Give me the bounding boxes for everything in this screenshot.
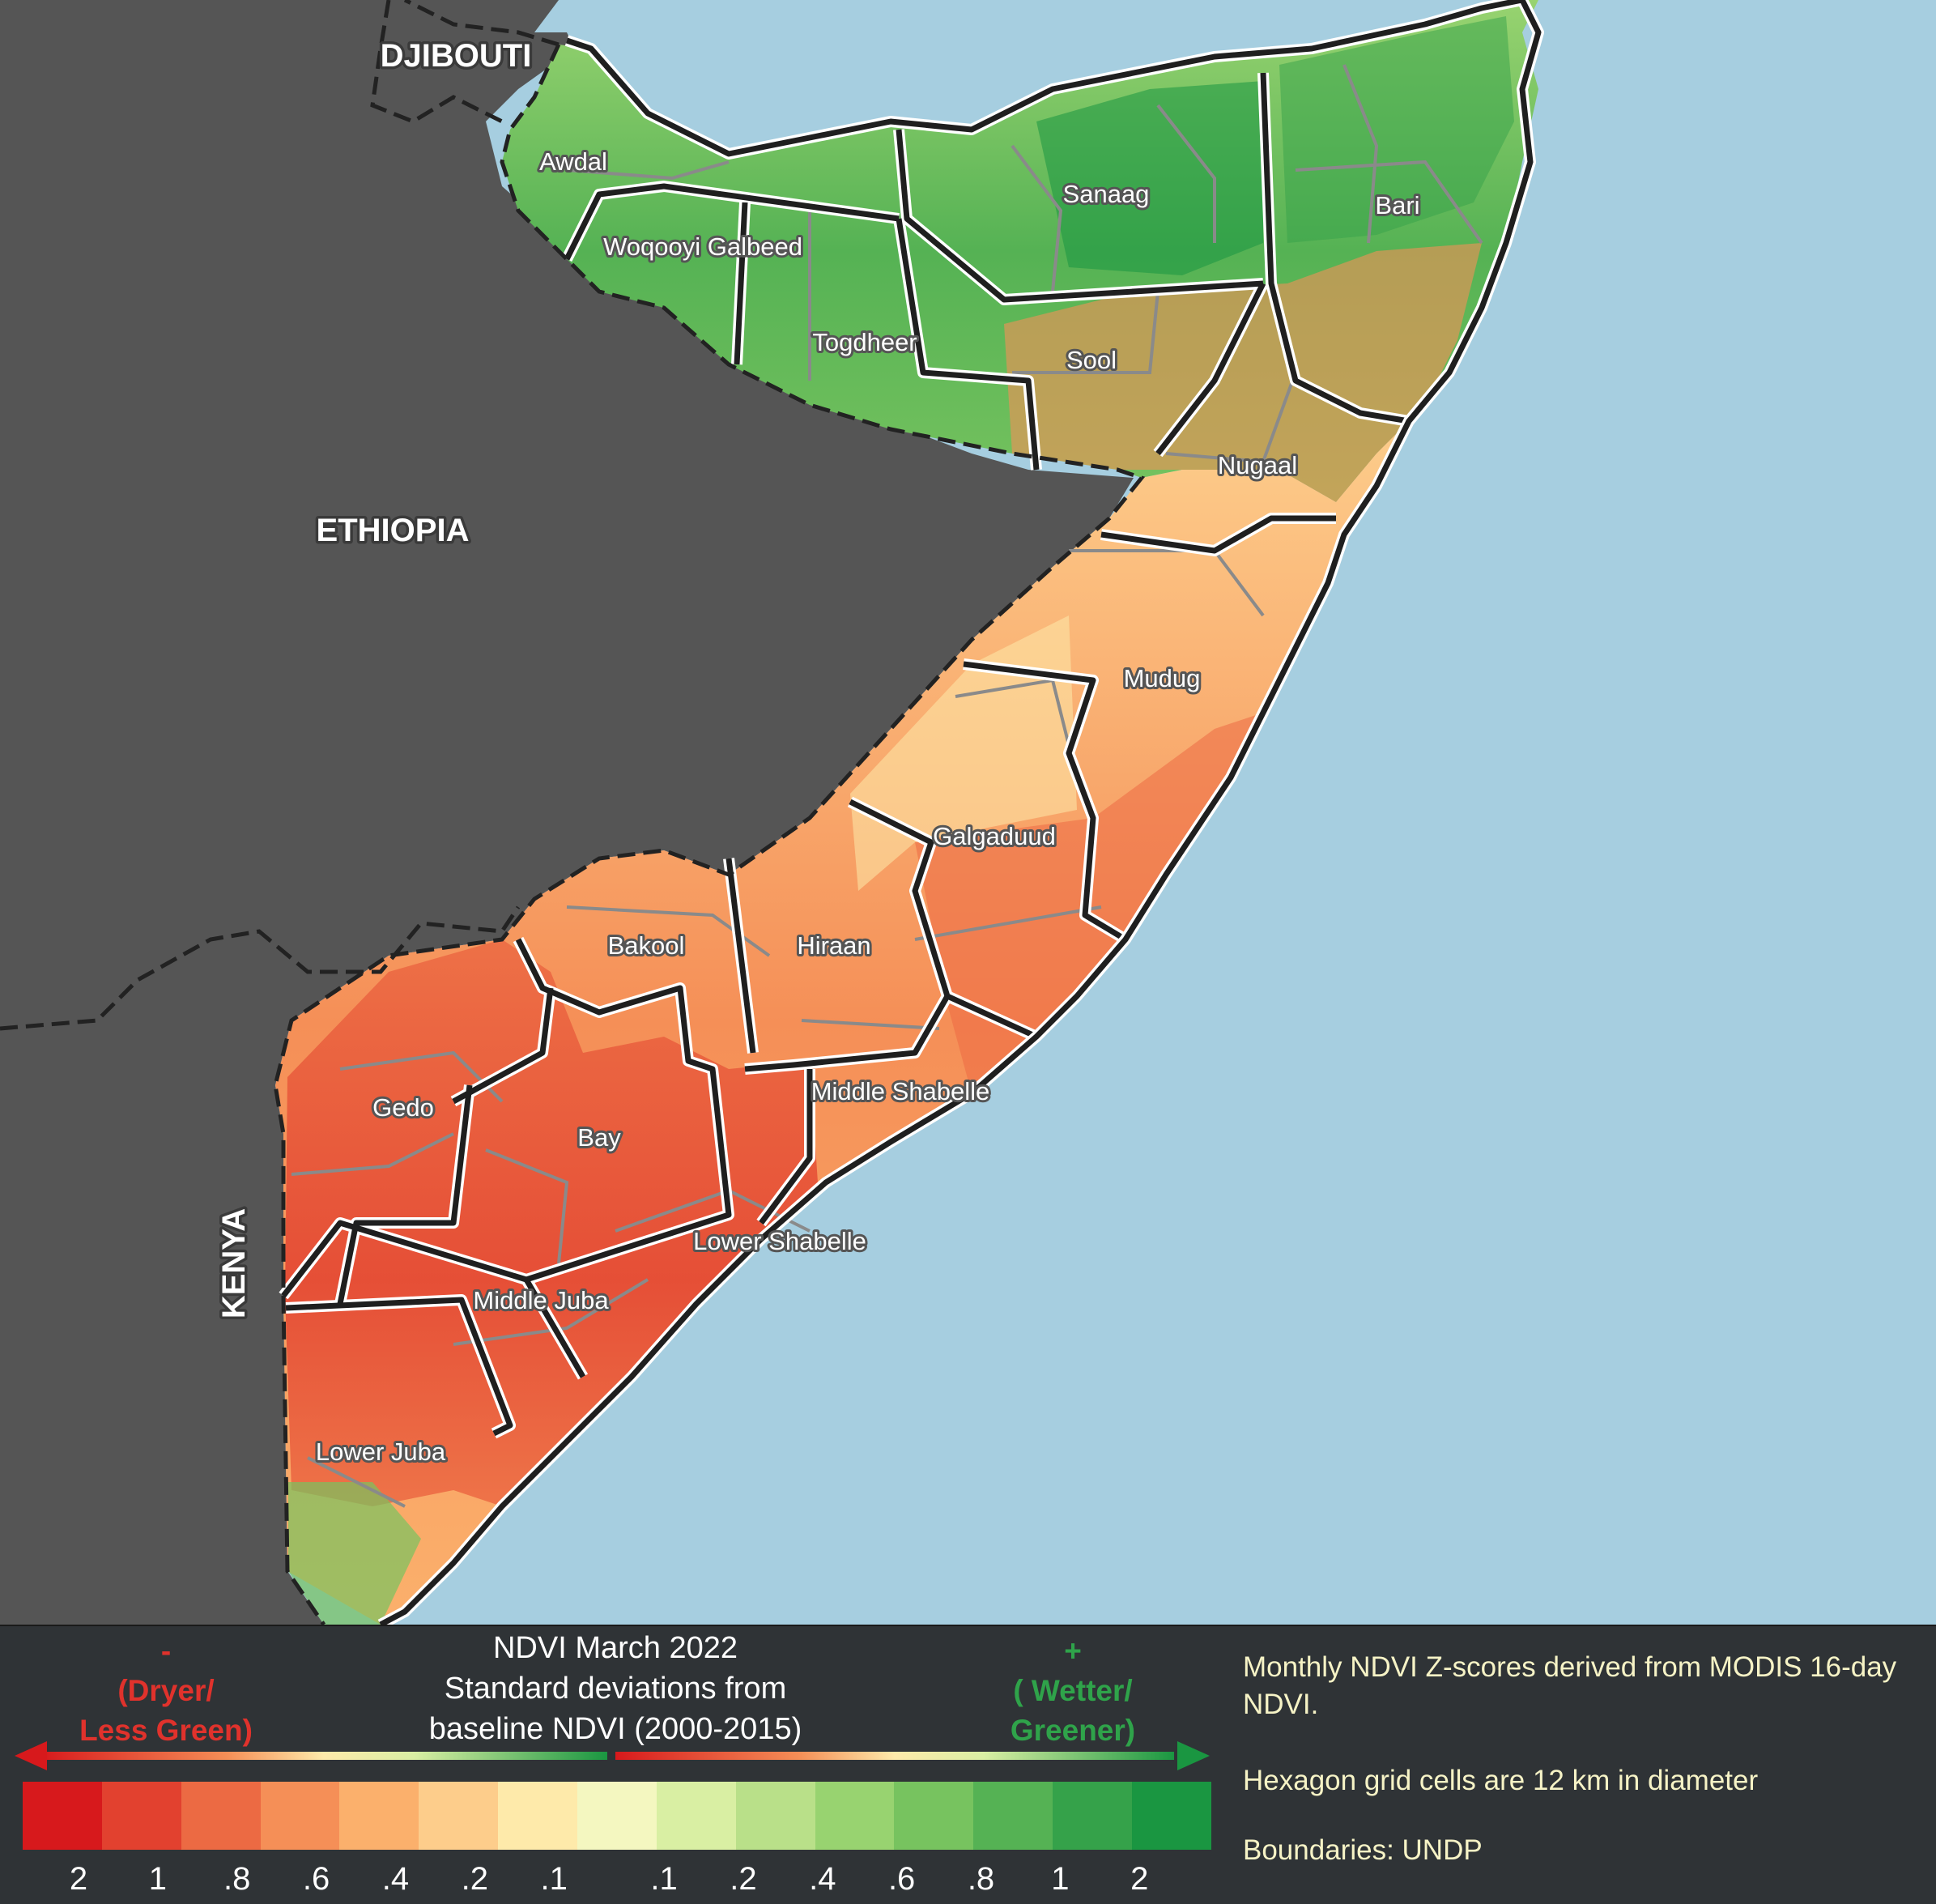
legend-positive-sign: + <box>1064 1634 1082 1668</box>
legend-swatch <box>23 1782 102 1850</box>
region-label-bakool: Bakool <box>608 931 685 960</box>
region-label-middle-juba: Middle Juba <box>473 1286 609 1314</box>
international-boundaries <box>0 0 1146 1625</box>
legend-tick-label: 2 <box>69 1861 88 1897</box>
legend-tick-label: 1 <box>1051 1861 1070 1897</box>
legend-negative-line-2: Less Green) <box>79 1714 253 1747</box>
arrow-left-shaft <box>40 1752 607 1760</box>
legend-negative-label: - (Dryer/ Less Green) <box>32 1631 300 1750</box>
legend-tick-label: .2 <box>730 1861 757 1897</box>
legend-swatch <box>894 1782 974 1850</box>
coastline <box>377 0 1544 1625</box>
legend-swatch <box>1132 1782 1211 1850</box>
legend-panel: - (Dryer/ Less Green) NDVI March 2022 St… <box>0 1625 1936 1904</box>
green-lower-juba-patch <box>288 1482 421 1625</box>
legend-note-hexagon: Hexagon grid cells are 12 km in diameter <box>1243 1765 1759 1796</box>
legend-swatch <box>498 1782 578 1850</box>
region-label-bari: Bari <box>1375 191 1419 219</box>
region-label-awdal: Awdal <box>539 147 607 176</box>
legend-title-line-3: baseline NDVI (2000-2015) <box>428 1712 802 1746</box>
region-label-sool: Sool <box>1066 346 1117 374</box>
legend-swatch <box>973 1782 1053 1850</box>
legend-swatch <box>735 1782 815 1850</box>
legend-swatch <box>339 1782 419 1850</box>
country-label-djibouti: DJIBOUTI <box>381 38 532 74</box>
legend-tick-label: .8 <box>967 1861 995 1897</box>
legend-note-boundaries: Boundaries: UNDP <box>1243 1834 1483 1866</box>
legend-tick-label: .4 <box>381 1861 410 1897</box>
region-label-nugaal: Nugaal <box>1218 451 1297 479</box>
legend-negative-line-1: (Dryer/ <box>117 1674 215 1707</box>
legend-tick-label: 1 <box>148 1861 167 1897</box>
legend-swatch <box>815 1782 895 1850</box>
region-label-woqooyi-galbeed: Woqooyi Galbeed <box>603 232 802 261</box>
region-labels: Awdal Woqooyi Galbeed Togdheer Sanaag Ba… <box>313 145 1423 1468</box>
legend-swatch <box>101 1782 181 1850</box>
legend-tick-label: .6 <box>887 1861 916 1897</box>
legend-tick-label: 2 <box>1130 1861 1149 1897</box>
legend-positive-line-1: ( Wetter/ <box>1013 1674 1133 1707</box>
legend-title-line-2: Standard deviations from <box>444 1672 787 1706</box>
region-label-galgaduud: Galgaduud <box>933 822 1056 850</box>
legend-swatch <box>181 1782 261 1850</box>
legend-swatch <box>656 1782 736 1850</box>
legend-tick-label: .2 <box>461 1861 488 1897</box>
legend-color-ramp <box>23 1782 1211 1850</box>
arrow-left-head <box>15 1741 47 1770</box>
legend-positive-label: + ( Wetter/ Greener) <box>947 1631 1198 1750</box>
region-label-sanaag: Sanaag <box>1063 180 1150 208</box>
legend-note-source: Monthly NDVI Z-scores derived from MODIS… <box>1243 1651 1897 1720</box>
region-label-togdheer: Togdheer <box>812 328 917 356</box>
legend-swatch <box>1053 1782 1133 1850</box>
green-sanaag-patch <box>1036 81 1263 275</box>
legend-tick-label: .8 <box>223 1861 251 1897</box>
region-label-middle-shabelle: Middle Shabelle <box>811 1077 990 1105</box>
arrow-right-head <box>1177 1741 1210 1770</box>
legend-ticks: 2 1 .8 .6 .4 .2 .1 .1 .2 .4 .6 .8 1 2 <box>23 1861 1211 1898</box>
orange-nugaal-overlay <box>1004 243 1482 502</box>
legend-tick-label: .1 <box>650 1861 678 1897</box>
legend-negative-sign: - <box>160 1634 172 1668</box>
dry-south-overlay <box>285 939 818 1506</box>
region-label-mudug: Mudug <box>1124 664 1201 692</box>
legend-tick-label: .6 <box>302 1861 330 1897</box>
region-label-bay: Bay <box>577 1123 621 1152</box>
legend-tick-label: .1 <box>540 1861 568 1897</box>
legend-positive-line-2: Greener) <box>1010 1714 1136 1747</box>
legend-swatch <box>577 1782 657 1850</box>
somalia-ndvi-map: DJIBOUTI ETHIOPIA KENYA Awdal Woqooyi Ga… <box>0 0 1544 1625</box>
region-label-hiraan: Hiraan <box>797 931 870 960</box>
legend-arrow <box>15 1741 1210 1770</box>
region-label-gedo: Gedo <box>372 1093 434 1122</box>
legend-title: NDVI March 2022 Standard deviations from… <box>356 1628 874 1749</box>
arrow-right-shaft <box>615 1752 1174 1760</box>
legend-swatch <box>260 1782 340 1850</box>
legend-swatch <box>419 1782 499 1850</box>
country-label-kenya: KENYA <box>216 1208 252 1318</box>
legend-tick-label: .4 <box>809 1861 836 1897</box>
region-boundaries <box>279 72 1411 1439</box>
region-label-lower-juba: Lower Juba <box>316 1438 446 1466</box>
country-label-ethiopia: ETHIOPIA <box>317 513 470 548</box>
legend-title-line-1: NDVI March 2022 <box>492 1631 738 1665</box>
region-label-lower-shabelle: Lower Shabelle <box>693 1227 866 1255</box>
green-bari-patch <box>1279 16 1514 243</box>
